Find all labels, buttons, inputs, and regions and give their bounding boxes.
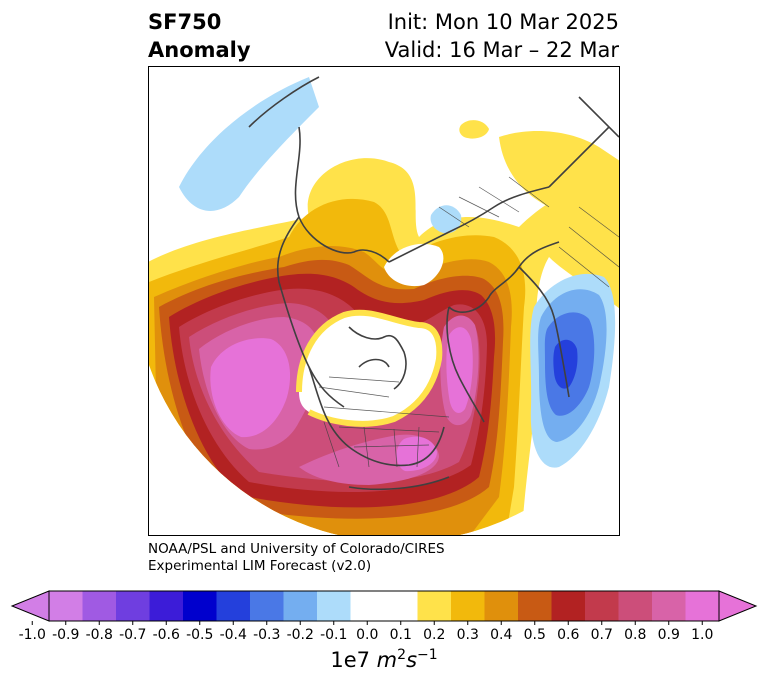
- colorbar-tick-label: 0.3: [457, 627, 479, 643]
- colorbar-tick-label: 0.1: [390, 627, 412, 643]
- inner-yellow-fringe: [296, 309, 443, 427]
- negative-anomaly-europe-min: [553, 339, 578, 389]
- anomaly-max-pacific: [210, 338, 291, 438]
- colorbar-swatch: [317, 591, 351, 621]
- colorbar-swatch: [618, 591, 653, 621]
- colorbar-tick-label: -0.8: [86, 627, 113, 643]
- colorbar-tick-label: -0.6: [153, 627, 180, 643]
- colorbar-tick-label: -1.0: [19, 627, 46, 643]
- colorbar-swatch: [417, 591, 452, 621]
- colorbar-swatch: [49, 591, 83, 621]
- colorbar-swatch: [216, 591, 251, 621]
- political-borders: [318, 176, 619, 468]
- init-date: Init: Mon 10 Mar 2025: [387, 10, 619, 34]
- colorbar-swatch: [350, 591, 385, 621]
- colorbar-tick-label: -0.1: [320, 627, 347, 643]
- colorbar-tick-label: 0.4: [490, 627, 512, 643]
- variable-title: SF750: [148, 10, 222, 34]
- credit-line-1: NOAA/PSL and University of Colorado/CIRE…: [148, 541, 445, 557]
- colorbar-tick-label: -0.4: [220, 627, 247, 643]
- colorbar-swatch: [585, 591, 619, 621]
- colorbar-swatch: [183, 591, 217, 621]
- colorbar-swatch: [116, 591, 150, 621]
- colorbar-tick-label: 0.0: [356, 627, 378, 643]
- colorbar-swatch: [551, 591, 586, 621]
- credit-block: NOAA/PSL and University of Colorado/CIRE…: [148, 541, 445, 575]
- positive-anomaly-upper-yellow: [499, 131, 619, 211]
- colorbar-tick-label: 0.2: [423, 627, 445, 643]
- colorbar-tick-label: -0.3: [253, 627, 280, 643]
- colorbar-tick-label: 0.5: [524, 627, 546, 643]
- colorbar-tick-label: 0.6: [557, 627, 579, 643]
- colorbar-outline: [48, 590, 720, 622]
- coastlines: [248, 76, 619, 491]
- near-zero-interior: [299, 312, 440, 424]
- colorbar-tick-label: -0.5: [186, 627, 213, 643]
- colorbar-swatch: [250, 591, 284, 621]
- anomaly-subtitle: Anomaly: [148, 38, 251, 62]
- plot-title-left: SF750 Anomaly: [148, 8, 251, 64]
- colorbar-extend-min: [10, 590, 50, 622]
- plot-title-right: Init: Mon 10 Mar 2025 Valid: 16 Mar – 22…: [385, 8, 619, 64]
- map-panel: [148, 66, 620, 536]
- colorbar-unit-label: 1e7 m2s−1: [330, 647, 438, 672]
- colorbar-extend-max: [718, 590, 758, 622]
- colorbar-tick-label: 0.7: [591, 627, 613, 643]
- colorbar: -1.0 -0.9 -0.8 -0.7 -0.6 -0.5 -0.4 -0.3 -0.2 -0.1…: [10, 590, 758, 643]
- negative-anomaly-siberia: [430, 205, 462, 234]
- anomaly-map: [149, 67, 619, 535]
- colorbar-swatch: [518, 591, 552, 621]
- valid-range: Valid: 16 Mar – 22 Mar: [384, 38, 619, 62]
- colorbar-swatch: [685, 591, 720, 621]
- colorbar-tick-label: 0.8: [624, 627, 646, 643]
- colorbar-swatch: [652, 591, 686, 621]
- colorbar-swatch: [384, 591, 418, 621]
- near-zero-arctic: [384, 243, 444, 287]
- colorbar-swatch: [484, 591, 519, 621]
- positive-anomaly-small-yellow: [459, 120, 489, 139]
- colorbar-swatch: [82, 591, 117, 621]
- credit-line-2: Experimental LIM Forecast (v2.0): [148, 558, 372, 574]
- colorbar-tick-label: 1.0: [691, 627, 713, 643]
- colorbar-tick-label: -0.7: [119, 627, 146, 643]
- colorbar-swatch: [149, 591, 184, 621]
- colorbar-tick-label: -0.9: [52, 627, 79, 643]
- colorbar-swatch: [283, 591, 318, 621]
- colorbar-swatch: [451, 591, 485, 621]
- colorbar-tick-label: 0.9: [658, 627, 680, 643]
- colorbar-tick-label: -0.2: [287, 627, 314, 643]
- negative-anomaly-north-pacific: [179, 77, 319, 211]
